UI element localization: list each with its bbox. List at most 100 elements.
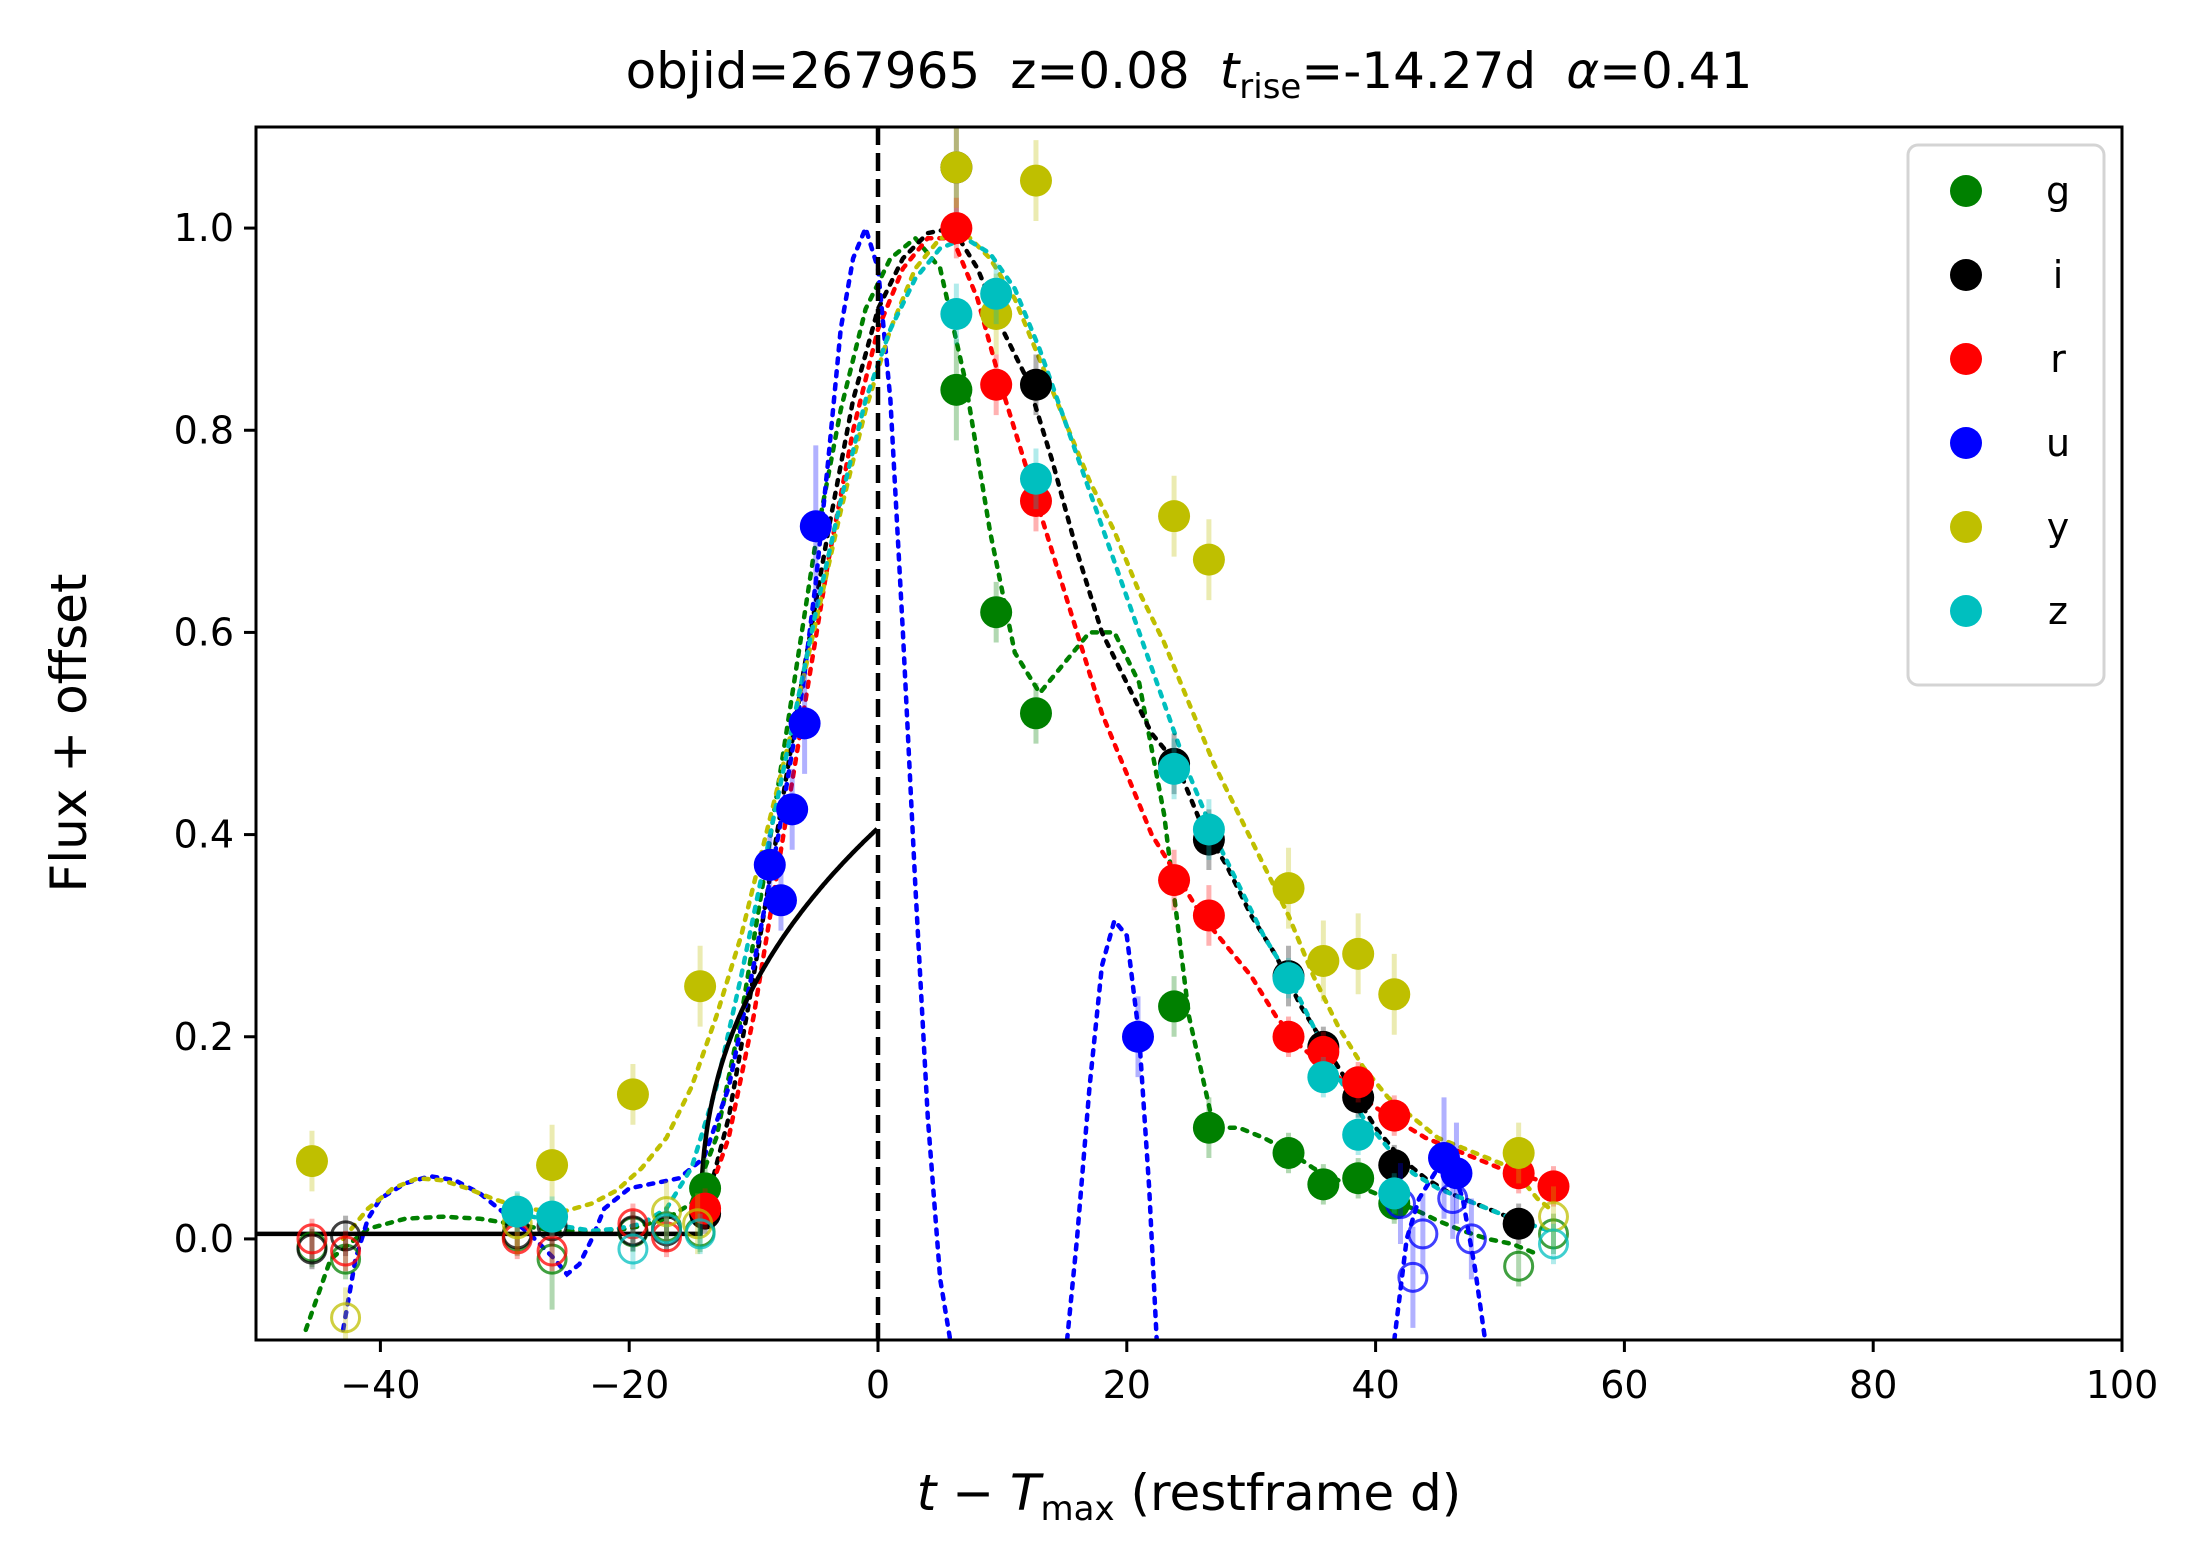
legend-label-u: u: [2046, 421, 2070, 465]
title-trise-value: =-14.27d: [1301, 42, 1536, 100]
data-point-y: [1158, 500, 1191, 533]
open-point-u: [1455, 1223, 1487, 1255]
model-curve-u: [340, 221, 953, 1340]
model-curve-r: [701, 235, 1553, 1211]
title-alpha-symbol: α: [1566, 42, 1599, 100]
open-point-z: [651, 1213, 683, 1245]
data-point-r: [1537, 1170, 1570, 1203]
open-point-r: [617, 1208, 649, 1240]
data-point-i: [1502, 1207, 1535, 1240]
open-point-r: [536, 1235, 568, 1267]
data-point-g: [1272, 1136, 1305, 1169]
x-label-suffix: (restframe d): [1115, 1464, 1462, 1522]
x-label-subscript: max: [1041, 1489, 1115, 1529]
open-point-i: [330, 1220, 362, 1252]
title-trise-subscript: rise: [1239, 67, 1301, 107]
data-point-z: [1342, 1118, 1375, 1151]
open-point-z: [617, 1233, 649, 1265]
x-axis-label: t − Tmax (restframe d): [917, 1464, 1462, 1529]
data-point-z: [1158, 752, 1191, 785]
data-point-i: [1019, 368, 1052, 401]
data-point-y: [616, 1078, 649, 1111]
open-point-g: [536, 1243, 568, 1275]
data-point-z: [1192, 813, 1225, 846]
data-point-g: [1019, 697, 1052, 730]
legend-marker-r: [1950, 343, 1982, 375]
data-point-g: [940, 373, 973, 406]
legend-marker-z: [1950, 595, 1982, 627]
data-point-z: [1307, 1061, 1340, 1094]
x-tick-label: 40: [1351, 1363, 1399, 1407]
data-point-r: [1307, 1035, 1340, 1068]
open-point-i: [296, 1233, 328, 1265]
y-tick-label: 0.8: [174, 408, 234, 452]
data-point-z: [1019, 462, 1052, 495]
open-point-z: [1537, 1228, 1569, 1260]
open-point-y: [330, 1302, 362, 1334]
data-point-g: [1307, 1168, 1340, 1201]
open-point-g: [330, 1243, 362, 1275]
data-point-y: [1502, 1136, 1535, 1169]
x-tick-label: 20: [1103, 1363, 1151, 1407]
legend-label-g: g: [2046, 169, 2070, 213]
open-point-u: [1437, 1182, 1469, 1214]
legend-label-r: r: [2050, 337, 2066, 381]
open-point-y: [651, 1196, 683, 1228]
open-point-z: [684, 1218, 716, 1250]
data-point-u: [1121, 1020, 1154, 1053]
open-point-r: [651, 1221, 683, 1253]
legend-box: [1906, 143, 2106, 687]
data-point-z: [536, 1200, 569, 1233]
data-point-g: [1192, 1111, 1225, 1144]
title-redshift: z=0.08: [1010, 42, 1189, 100]
data-point-r: [1378, 1099, 1411, 1132]
plot-area: [256, 127, 1570, 1340]
data-point-y: [940, 151, 973, 184]
data-point-u: [764, 884, 797, 917]
data-point-y: [536, 1149, 569, 1182]
open-point-u: [1397, 1261, 1429, 1293]
x-tick-label: −40: [340, 1363, 420, 1407]
y-axis-label: Flux + offset: [40, 573, 98, 892]
data-point-r: [1272, 1020, 1305, 1053]
title-objid: objid=267965: [626, 42, 981, 100]
data-point-g: [1342, 1162, 1375, 1195]
data-point-y: [1192, 543, 1225, 576]
data-point-r: [1192, 899, 1225, 932]
data-point-y: [684, 970, 717, 1003]
data-point-y: [1378, 978, 1411, 1011]
open-point-g: [1537, 1218, 1569, 1250]
data-point-g: [1158, 990, 1191, 1023]
x-tick-label: 80: [1849, 1363, 1897, 1407]
x-tick-label: 100: [2086, 1363, 2159, 1407]
axes-frame: [254, 125, 2124, 1342]
data-point-z: [1272, 962, 1305, 995]
data-point-y: [1307, 944, 1340, 977]
data-point-u: [788, 707, 821, 740]
legend-label-i: i: [2053, 253, 2064, 297]
x-tick-label: 60: [1600, 1363, 1648, 1407]
data-point-g: [980, 596, 1013, 629]
data-point-u: [776, 793, 809, 826]
title-alpha-value: =0.41: [1599, 42, 1752, 100]
y-tick-label: 0.2: [174, 1015, 234, 1059]
open-point-r: [296, 1223, 328, 1255]
legend-marker-g: [1950, 175, 1982, 207]
data-point-u: [799, 510, 832, 543]
x-tick-label: −20: [589, 1363, 669, 1407]
x-label-main: t − T: [917, 1464, 1044, 1522]
model-curve-i: [701, 225, 1528, 1227]
model-curve-z: [514, 235, 1553, 1234]
y-tick-label: 0.0: [174, 1217, 234, 1261]
legend-marker-i: [1950, 259, 1982, 291]
title-trise-symbol: t: [1220, 42, 1242, 100]
data-point-r: [940, 212, 973, 245]
data-point-u: [1440, 1157, 1473, 1190]
chart-title: objid=267965 z=0.08 trise=-14.27d α=0.41: [626, 42, 1753, 107]
x-axis-ticks: −40 −20 0 20 40 60 80 100: [340, 1340, 2158, 1407]
y-tick-label: 1.0: [174, 206, 234, 250]
data-point-y: [295, 1145, 328, 1178]
data-point-u: [753, 848, 786, 881]
y-axis-ticks: 0.0 0.2 0.4 0.6 0.8 1.0: [174, 206, 256, 1261]
